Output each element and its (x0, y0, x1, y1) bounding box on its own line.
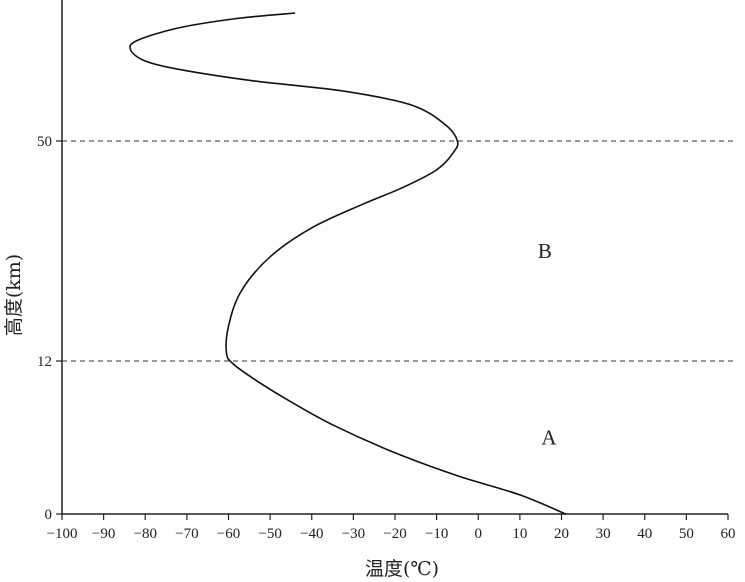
y-axis-title: 高度(km) (3, 254, 25, 336)
x-tick-label: 40 (637, 526, 652, 542)
x-tick-label: −80 (134, 526, 157, 542)
x-tick-label: −30 (342, 526, 365, 542)
x-tick-label: −60 (217, 526, 240, 542)
x-tick-label: −40 (300, 526, 323, 542)
x-tick-label: 20 (554, 526, 569, 542)
y-tick-label: 0 (45, 507, 53, 523)
x-tick-label: −20 (383, 526, 406, 542)
x-tick-label: −90 (92, 526, 115, 542)
x-axis-title: 温度(℃) (365, 558, 439, 580)
x-tick-label: 60 (721, 526, 736, 542)
temperature-curve-line (129, 12, 567, 515)
x-tick-label: −70 (175, 526, 198, 542)
x-ticks: −100 −90 −80 −70 −60 −50 −40 −30 −20 −10 0 10 20 30 40… (47, 514, 736, 542)
region-labels: ABC (538, 239, 558, 450)
y-ticks: 0 12 50 (37, 134, 62, 523)
x-tick-label: 0 (475, 526, 483, 542)
region-label-a: A (541, 426, 557, 450)
x-tick-label: 30 (596, 526, 611, 542)
boundary-lines (62, 140, 734, 362)
x-tick-label: −50 (258, 526, 281, 542)
y-tick-label: 12 (37, 354, 52, 370)
x-tick-label: −10 (425, 526, 448, 542)
x-tick-label: 10 (512, 526, 527, 542)
x-tick-label: −100 (47, 526, 78, 542)
y-tick-label: 50 (37, 134, 52, 150)
x-tick-label: 50 (679, 526, 694, 542)
region-label-b: B (538, 239, 552, 263)
